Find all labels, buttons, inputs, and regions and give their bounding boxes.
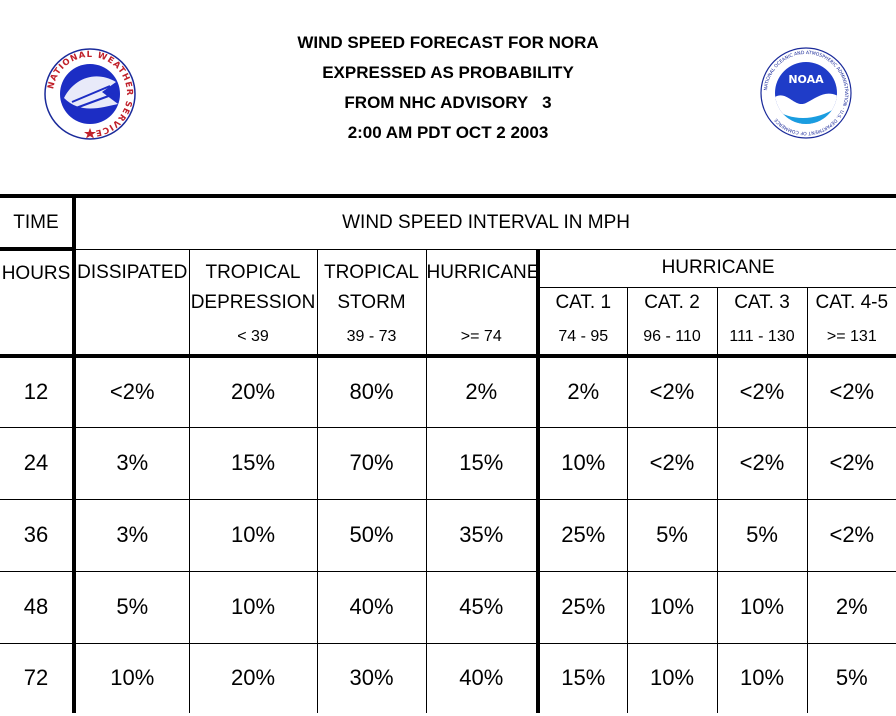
- cat2-header: CAT. 2: [627, 287, 718, 319]
- cat45-cell: <2%: [807, 356, 896, 428]
- title-line-2: EXPRESSED AS PROBABILITY: [322, 63, 574, 82]
- dissipated-cell: 5%: [74, 571, 190, 644]
- dissipated-cell: 3%: [74, 499, 190, 572]
- cat45-range: >= 131: [807, 319, 896, 358]
- tropical-storm-range: 39 - 73: [317, 319, 427, 358]
- cat2-cell: <2%: [627, 427, 718, 500]
- dissipated-cell: 10%: [74, 643, 190, 713]
- cat3-cell: <2%: [717, 356, 808, 428]
- tropical-storm-header-line1: TROPICAL: [317, 248, 427, 287]
- tropical-depression-header-line2: DEPRESSION: [189, 287, 318, 319]
- hours-cell: 72: [0, 643, 76, 713]
- cat3-cell: 10%: [717, 643, 808, 713]
- table-row: 72 10% 20% 30% 40% 15% 10% 10% 5%: [0, 643, 896, 713]
- hurricane-range: >= 74: [426, 319, 540, 358]
- table-row: 48 5% 10% 40% 45% 25% 10% 10% 2%: [0, 571, 896, 644]
- tropical-depression-header-line1: TROPICAL: [189, 248, 318, 287]
- cat45-cell: 5%: [835, 665, 868, 691]
- cat3-cell: <2%: [717, 427, 808, 500]
- cat1-cell: 25%: [538, 499, 628, 572]
- hurricane-cell: 15%: [426, 427, 540, 500]
- nws-logo: NATIONAL WEATHER SERVICE: [44, 48, 136, 140]
- hours-cell: 36: [0, 499, 76, 572]
- tropical-storm-header-line2: STORM: [317, 287, 427, 319]
- cat1-cell: 15%: [538, 643, 628, 713]
- cat1-header: CAT. 1: [538, 287, 628, 319]
- hurricane-cell: 45%: [426, 571, 540, 644]
- dissipated-header: DISSIPATED: [74, 248, 190, 287]
- dissipated-cell: <2%: [74, 356, 190, 428]
- cat45-cell: <2%: [807, 499, 896, 572]
- cat3-cell: 10%: [717, 571, 808, 644]
- cat1-cell: 10%: [538, 427, 628, 500]
- hours-cell: 24: [0, 427, 76, 500]
- cat2-range: 96 - 110: [627, 319, 718, 358]
- forecast-title: WIND SPEED FORECAST FOR NORA EXPRESSED A…: [0, 28, 896, 148]
- tropical-depression-cell: 15%: [189, 427, 318, 500]
- cat3-header: CAT. 3: [717, 287, 808, 319]
- tropical-depression-cell: 20%: [189, 356, 318, 428]
- cat2-cell: 10%: [627, 571, 718, 644]
- title-line-4: 2:00 AM PDT OCT 2 2003: [347, 123, 549, 142]
- hours-header: HOURS: [0, 247, 76, 287]
- probability-table: TIME WIND SPEED INTERVAL IN MPH HOURS DI…: [0, 194, 896, 713]
- time-header: TIME: [0, 194, 76, 249]
- hurricane-header: HURRICANE: [426, 248, 540, 287]
- cat2-cell: <2%: [627, 356, 718, 428]
- title-line-1: WIND SPEED FORECAST FOR NORA: [297, 33, 599, 52]
- hurricane-cell: 2%: [426, 356, 540, 428]
- wind-speed-interval-header: WIND SPEED INTERVAL IN MPH: [74, 194, 896, 249]
- cat45-cell: 2%: [807, 571, 896, 644]
- noaa-logo: NOAA NATIONAL OCEANIC AND ATMOSPHERIC AD…: [760, 47, 852, 139]
- tropical-depression-cell: 20%: [189, 643, 318, 713]
- title-line-3: FROM NHC ADVISORY 3: [344, 93, 552, 112]
- dissipated-cell: 3%: [74, 427, 190, 500]
- noaa-wordmark: NOAA: [788, 73, 824, 86]
- table-row: 36 3% 10% 50% 35% 25% 5% 5% <2%: [0, 499, 896, 572]
- cat1-cell: 2%: [538, 356, 628, 428]
- tropical-storm-cell: 40%: [317, 571, 427, 644]
- tropical-storm-cell: 30%: [317, 643, 427, 713]
- cat2-cell: 10%: [627, 643, 718, 713]
- cat2-cell: 5%: [627, 499, 718, 572]
- cat3-range: 111 - 130: [717, 319, 808, 358]
- tropical-storm-cell: 80%: [317, 356, 427, 428]
- tropical-depression-cell: 10%: [189, 571, 318, 644]
- hurricane-cell: 35%: [426, 499, 540, 572]
- cat45-header: CAT. 4-5: [815, 292, 889, 314]
- tropical-depression-range: < 39: [189, 319, 318, 358]
- cat3-cell: 5%: [717, 499, 808, 572]
- cat1-range: 74 - 95: [538, 319, 628, 358]
- cat1-cell: 25%: [538, 571, 628, 644]
- table-row: 12 <2% 20% 80% 2% 2% <2% <2% <2%: [0, 356, 896, 428]
- table-row: 24 3% 15% 70% 15% 10% <2% <2% <2%: [0, 427, 896, 500]
- cat45-cell: <2%: [807, 427, 896, 500]
- hurricane-cell: 40%: [426, 643, 540, 713]
- hurricane-group-header: HURRICANE: [538, 248, 896, 288]
- hours-cell: 12: [0, 356, 76, 428]
- hours-cell: 48: [0, 571, 76, 644]
- tropical-depression-cell: 10%: [189, 499, 318, 572]
- tropical-storm-cell: 70%: [317, 427, 427, 500]
- tropical-storm-cell: 50%: [317, 499, 427, 572]
